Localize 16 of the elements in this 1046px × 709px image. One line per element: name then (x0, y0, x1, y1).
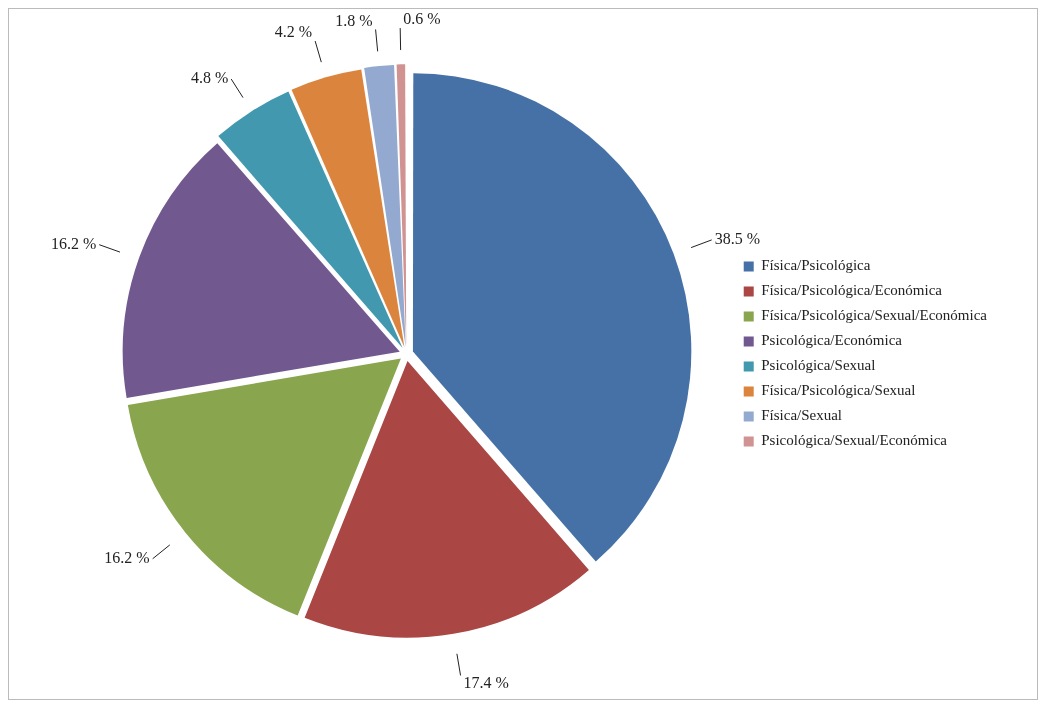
data-label: 16.2 % (50, 234, 97, 252)
legend-label: Psicológica/Sexual/Económica (761, 432, 948, 449)
data-label: 4.8 % (190, 69, 229, 87)
data-label: 1.8 % (335, 11, 373, 29)
data-label: 16.2 % (104, 548, 150, 566)
legend-label: Física/Sexual (761, 407, 843, 424)
data-label: 4.2 % (274, 23, 313, 41)
legend-label: Física/Psicológica/Sexual (761, 382, 916, 399)
legend-label: Física/Psicológica/Sexual/Económica (761, 307, 988, 324)
legend-label: Psicológica/Económica (761, 332, 903, 349)
legend-label: Física/Psicológica/Económica (761, 282, 943, 299)
legend-label: Física/Psicológica (761, 257, 871, 274)
data-label: 17.4 % (463, 673, 509, 691)
legend-label: Psicológica/Sexual (761, 357, 876, 374)
data-label: 0.6 % (403, 10, 441, 28)
data-label: 38.5 % (714, 230, 761, 248)
